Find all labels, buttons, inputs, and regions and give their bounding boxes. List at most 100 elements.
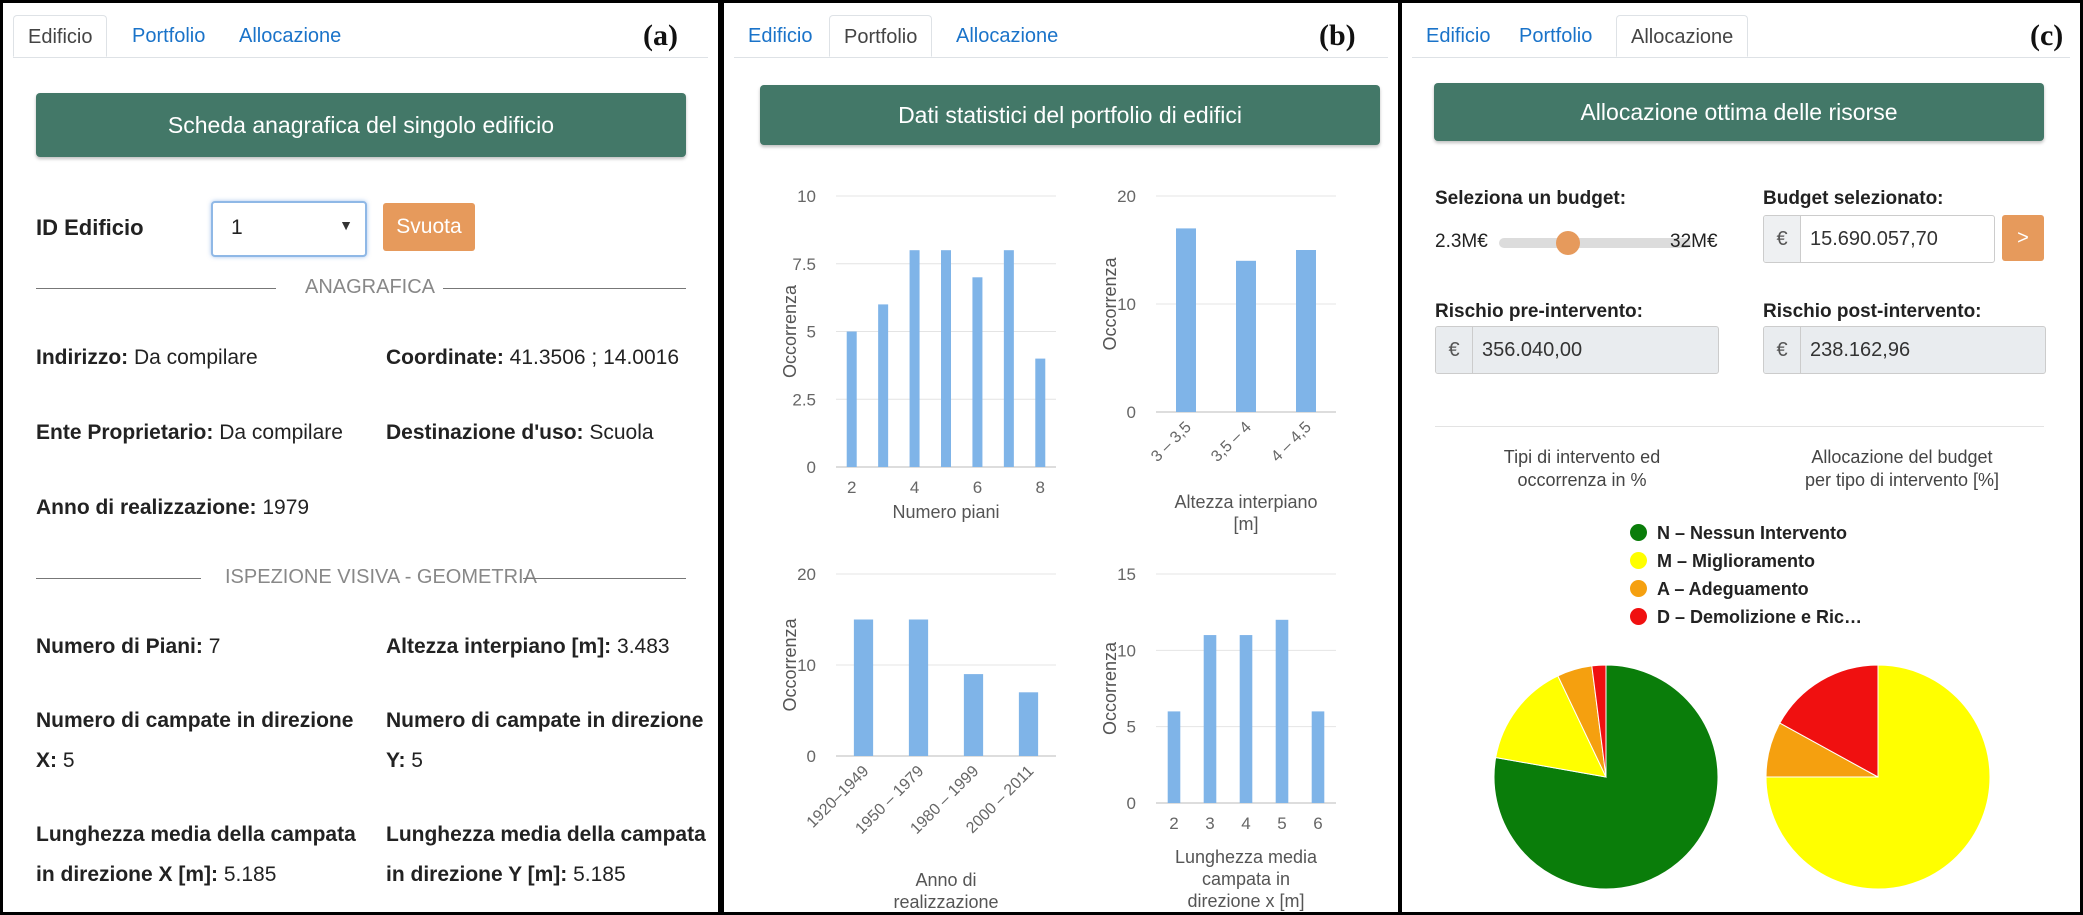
panel-label: (c) [2030, 19, 2064, 52]
x-axis-label: Altezza interpiano [m] [1174, 492, 1317, 534]
bar[interactable] [1296, 250, 1316, 412]
bar[interactable] [963, 674, 984, 756]
campate-x-label: Numero di campate in direzione [36, 709, 354, 732]
tab-allocazione[interactable]: Allocazione [239, 25, 342, 47]
bar[interactable] [1239, 635, 1253, 803]
tab-portfolio[interactable]: Portfolio [132, 25, 206, 47]
bar[interactable] [846, 331, 857, 468]
y-axis-label: Occorrenza [1100, 641, 1120, 735]
tab-portfolio[interactable]: Portfolio [1519, 25, 1593, 47]
x-tick-label: 3 – 3,5 [1148, 419, 1195, 466]
bar[interactable] [941, 250, 951, 467]
altezza-field: Altezza interpiano [m]: 3.483 [386, 635, 670, 658]
x-tick-label: 5 [1277, 814, 1286, 833]
legend-item-m[interactable]: M – Miglioramento [1630, 551, 1815, 572]
x-tick-label: 6 [973, 478, 982, 497]
destinazione-field: Destinazione d'uso: Scuola [386, 421, 654, 444]
y-tick-label: 10 [797, 187, 816, 206]
pie-chart-2 [1765, 664, 1991, 890]
rischio-post-label: Rischio post-intervento: [1763, 301, 1982, 322]
x-axis-label: Numero piani [892, 502, 999, 522]
y-tick-label: 10 [1117, 641, 1136, 660]
tab-portfolio[interactable]: Portfolio [829, 15, 933, 57]
divider [1435, 426, 2044, 427]
campate-y-label: Numero di campate in direzione [386, 709, 704, 732]
tab-allocazione[interactable]: Allocazione [1616, 15, 1749, 57]
y-tick-label: 20 [1117, 187, 1136, 206]
legend-dot-icon [1630, 552, 1647, 569]
tab-edificio[interactable]: Edificio [13, 15, 108, 57]
ente-field: Ente Proprietario: Da compilare [36, 421, 343, 444]
legend-item-d[interactable]: D – Demolizione e Ric… [1630, 607, 1862, 628]
euro-icon: € [1764, 327, 1801, 373]
x-tick-label: 2 [1169, 814, 1178, 833]
y-tick-label: 0 [1127, 794, 1136, 813]
legend-dot-icon [1630, 608, 1647, 625]
budget-selected-value: 15.690.057,70 [1810, 228, 1938, 250]
bar[interactable] [1167, 711, 1181, 803]
pie1-title-line1: Tipi di intervento ed [1503, 447, 1661, 467]
svuota-button[interactable]: Svuota [383, 203, 475, 251]
tab-bar: Edificio Portfolio Allocazione [734, 15, 1388, 58]
euro-icon: € [1436, 327, 1473, 373]
tab-edificio[interactable]: Edificio [748, 25, 813, 47]
y-tick-label: 2.5 [792, 390, 816, 409]
budget-max: 32M€ [1670, 231, 1718, 252]
anno-field: Anno di realizzazione: 1979 [36, 496, 310, 519]
tab-edificio[interactable]: Edificio [1426, 25, 1491, 47]
y-tick-label: 0 [807, 747, 816, 766]
pie-slice[interactable] [1591, 664, 1607, 778]
legend-dot-icon [1630, 580, 1647, 597]
id-edificio-select[interactable]: 1 ▼ [211, 201, 367, 257]
pie-slice[interactable] [1493, 664, 1719, 890]
panel-allocazione: Edificio Portfolio Allocazione (c) Alloc… [1399, 0, 2083, 915]
y-tick-label: 20 [797, 565, 816, 584]
bar[interactable] [972, 277, 983, 467]
budget-slider-track[interactable] [1499, 231, 1691, 255]
y-tick-label: 5 [1127, 718, 1136, 737]
bar[interactable] [1035, 358, 1046, 467]
bar[interactable] [908, 619, 929, 757]
legend-item-a[interactable]: A – Adeguamento [1630, 579, 1809, 600]
y-tick-label: 15 [1117, 565, 1136, 584]
budget-slider-handle[interactable] [1556, 231, 1581, 255]
x-tick-label: 3,5 – 4 [1208, 419, 1255, 466]
campate-x-field: X: 5 [36, 749, 75, 772]
legend-item-n[interactable]: N – Nessun Intervento [1630, 523, 1847, 544]
budget-selected-field[interactable]: € 15.690.057,70 [1763, 215, 1995, 263]
bar-chart-4: 0 5 10 15 Occorrenza 2 3 4 5 6 Lunghezza media camp… [1100, 565, 1336, 911]
panel-edificio: Edificio Portfolio Allocazione (a) Sched… [0, 0, 721, 915]
lunghezza-x-label: Lunghezza media della campata [36, 823, 356, 846]
bar[interactable] [853, 619, 874, 757]
section-ispezione: ISPEZIONE VISIVA - GEOMETRIA [225, 566, 537, 588]
apply-budget-button[interactable]: > [2002, 215, 2044, 261]
pie-slice[interactable] [1779, 664, 1879, 778]
panel-portfolio: Edificio Portfolio Allocazione (b) Dati … [721, 0, 1401, 915]
select-value: 1 [231, 216, 243, 239]
bar-chart-2: 0 10 20 Occorrenza 3 – 3,5 3,5 – 4 4 – 4,5 Alte… [1100, 187, 1336, 534]
bar[interactable] [1176, 228, 1196, 412]
x-tick-label: 8 [1036, 478, 1045, 497]
rischio-pre-label: Rischio pre-intervento: [1435, 301, 1643, 322]
bar[interactable] [1018, 692, 1039, 756]
pie2-title-line1: Allocazione del budget [1811, 447, 1993, 467]
rischio-pre-value: 356.040,00 [1482, 339, 1583, 361]
allocation-pies [1493, 664, 1991, 890]
tab-allocazione[interactable]: Allocazione [956, 25, 1059, 47]
divider [36, 578, 201, 579]
bar[interactable] [1203, 635, 1217, 803]
bar[interactable] [878, 304, 889, 467]
bar[interactable] [909, 250, 920, 467]
bar[interactable] [1275, 619, 1289, 803]
bar[interactable] [1003, 250, 1014, 467]
x-tick-label: 4 [910, 478, 919, 497]
x-tick-label: 6 [1313, 814, 1322, 833]
y-tick-label: 10 [797, 656, 816, 675]
pie-slice[interactable] [1495, 675, 1607, 778]
bar[interactable] [1311, 711, 1325, 803]
bar[interactable] [1236, 260, 1256, 412]
page-title: Dati statistici del portfolio di edifici [760, 85, 1380, 145]
divider [36, 288, 276, 289]
